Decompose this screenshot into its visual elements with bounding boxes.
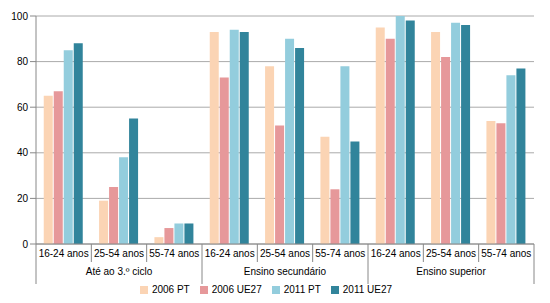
svg-text:40: 40 — [17, 147, 29, 158]
html-text:2006 UE27: 2006 UE27 — [211, 284, 262, 295]
html-text:2011 UE27: 2011 UE27 — [342, 284, 393, 295]
svg-text:55-74 anos: 55-74 anos — [481, 248, 531, 259]
svg-text:16-24 anos: 16-24 anos — [39, 248, 89, 259]
svg-text:Até ao 3.º ciclo: Até ao 3.º ciclo — [86, 266, 153, 277]
svg-text:25-54 anos: 25-54 anos — [260, 248, 310, 259]
svg-text:25-54 anos: 25-54 anos — [94, 248, 144, 259]
svg-text:80: 80 — [17, 56, 29, 67]
svg-text:25-54 anos: 25-54 anos — [426, 248, 476, 259]
svg-text:16-24 anos: 16-24 anos — [205, 248, 255, 259]
svg-text:20: 20 — [17, 193, 29, 204]
svg-text:60: 60 — [17, 102, 29, 113]
svg-text:100: 100 — [11, 11, 28, 22]
html-text:2011 PT: 2011 PT — [283, 284, 321, 295]
svg-text:55-74 anos: 55-74 anos — [149, 248, 199, 259]
svg-text:0: 0 — [22, 239, 28, 250]
svg-text:Ensino secundário: Ensino secundário — [244, 266, 327, 277]
svg-text:16-24 anos: 16-24 anos — [371, 248, 421, 259]
html-text:2006 PT: 2006 PT — [151, 284, 190, 295]
svg-text:55-74 anos: 55-74 anos — [315, 248, 365, 259]
svg-text:Ensino superior: Ensino superior — [416, 266, 486, 277]
